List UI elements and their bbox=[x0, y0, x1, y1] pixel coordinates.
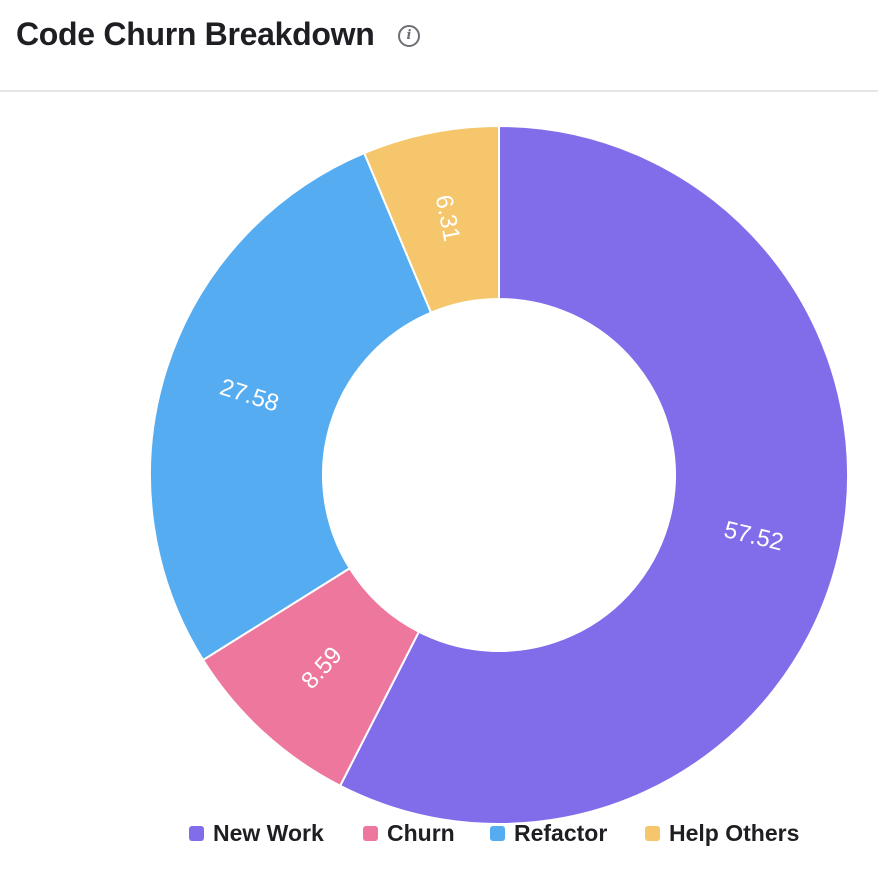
legend-label-churn: Churn bbox=[387, 820, 455, 846]
legend-label-refactor: Refactor bbox=[514, 820, 608, 846]
chart-title: Code Churn Breakdown bbox=[16, 16, 375, 52]
slice-refactor[interactable] bbox=[149, 151, 433, 662]
slice-help-others[interactable] bbox=[362, 124, 500, 314]
legend-label-help-others: Help Others bbox=[669, 820, 800, 846]
legend-item-refactor[interactable]: Refactor bbox=[490, 820, 607, 847]
legend-swatch-help-others bbox=[645, 826, 660, 841]
chart-legend: New Work Churn Refactor Help Others bbox=[0, 820, 878, 854]
legend-label-new-work: New Work bbox=[213, 820, 324, 846]
chart-header: Code Churn Breakdown i bbox=[0, 0, 878, 92]
legend-item-help-others[interactable]: Help Others bbox=[645, 820, 799, 847]
info-icon[interactable]: i bbox=[398, 25, 420, 47]
legend-swatch-refactor bbox=[490, 826, 505, 841]
legend-swatch-new-work bbox=[189, 826, 204, 841]
legend-item-churn[interactable]: Churn bbox=[363, 820, 455, 847]
legend-item-new-work[interactable]: New Work bbox=[189, 820, 324, 847]
slice-new-work[interactable] bbox=[338, 124, 849, 825]
legend-swatch-churn bbox=[363, 826, 378, 841]
